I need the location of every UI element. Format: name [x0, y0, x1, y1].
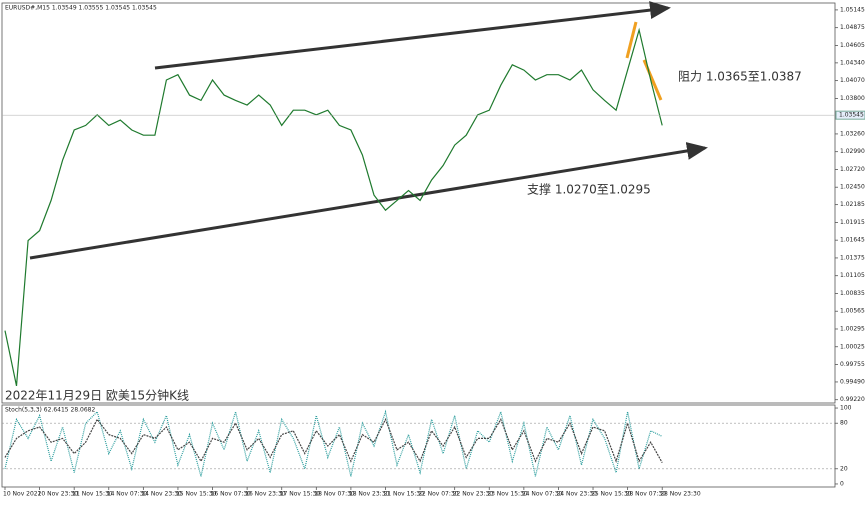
support-trendline [29, 142, 708, 260]
stoch-line [4, 417, 663, 464]
x-tick-label: 11 Nov 15:30 [72, 491, 113, 498]
x-tick-label: 10 Nov 2022 [3, 491, 42, 498]
x-tick-label: 22 Nov 07:30 [418, 491, 459, 498]
y-tick-label: 1.02185 [840, 201, 865, 208]
y-tick-label: 1.01105 [840, 272, 865, 279]
x-tick-label: 14 Nov 07:30 [107, 491, 148, 498]
x-tick-label: 23 Nov 15:30 [487, 491, 528, 498]
y-tick-label: 1.03800 [840, 95, 865, 102]
last-price-box [835, 110, 865, 120]
resistance-annotation: 阻力 1.0365至1.0387 [678, 70, 802, 84]
y-tick-label: 1.04605 [840, 42, 865, 49]
y-tick-label: 1.04340 [840, 59, 865, 66]
x-tick-label: 28 Nov 23:30 [660, 491, 701, 498]
x-tick-label: 18 Nov 23:30 [349, 491, 390, 498]
resistance-trendline [154, 1, 671, 70]
main-frame [1, 2, 836, 404]
orange-line [642, 59, 663, 101]
x-tick-label: 16 Nov 23:30 [245, 491, 286, 498]
x-tick-label: 21 Nov 15:30 [383, 491, 424, 498]
support-annotation: 支撑 1.0270至1.0295 [527, 182, 651, 197]
y-tick-label: 0.99755 [840, 361, 865, 368]
y-tick-label: 1.01645 [840, 237, 865, 244]
y-tick-label: 1.00835 [840, 290, 865, 297]
y-tick-label: 1.01375 [840, 254, 865, 261]
x-tick-label: 15 Nov 15:30 [176, 491, 217, 498]
y-tick-label: 0.99490 [840, 378, 865, 385]
y-tick-label: 1.00565 [840, 308, 865, 315]
last-price-label: 1.03545 [839, 112, 864, 119]
x-tick-label: 22 Nov 23:30 [453, 491, 494, 498]
y-tick-label: 1.05145 [840, 6, 865, 13]
x-tick-label: 25 Nov 15:30 [591, 491, 632, 498]
x-tick-label: 16 Nov 07:30 [211, 491, 252, 498]
y-tick-label: 0 [840, 480, 844, 487]
y-tick-label: 1.04070 [840, 77, 865, 84]
y-tick-label: 0.99220 [840, 396, 865, 403]
date-annotation: 2022年11月29日 欧美15分钟K线 [5, 388, 189, 403]
y-tick-label: 1.04875 [840, 24, 865, 31]
x-tick-label: 24 Nov 23:30 [556, 491, 597, 498]
x-tick-label: 17 Nov 15:30 [280, 491, 321, 498]
x-tick-label: 28 Nov 07:30 [626, 491, 667, 498]
stoch-title: Stoch(5,3,3) 62.6415 28.0682 [5, 407, 96, 414]
y-tick-label: 1.00295 [840, 325, 865, 332]
stoch-frame [1, 404, 836, 488]
y-tick-label: 1.02720 [840, 166, 865, 173]
y-tick-label: 1.02450 [840, 184, 865, 191]
price-line [4, 27, 663, 387]
x-tick-label: 18 Nov 07:30 [314, 491, 355, 498]
y-tick-label: 1.01915 [840, 219, 865, 226]
x-tick-label: 24 Nov 07:30 [522, 491, 563, 498]
stoch-line [4, 409, 663, 477]
y-tick-label: 1.03260 [840, 130, 865, 137]
y-tick-label: 1.02990 [840, 148, 865, 155]
orange-line [625, 21, 638, 59]
y-tick-label: 20 [840, 465, 848, 472]
x-tick-label: 14 Nov 23:30 [141, 491, 182, 498]
y-tick-label: 100 [840, 405, 852, 412]
y-tick-label: 80 [840, 420, 848, 427]
chart-title: EURUSD#,M15 1.03549 1.03555 1.03545 1.03… [5, 5, 157, 12]
y-tick-label: 1.00025 [840, 343, 865, 350]
x-tick-label: 10 Nov 23:30 [38, 491, 79, 498]
